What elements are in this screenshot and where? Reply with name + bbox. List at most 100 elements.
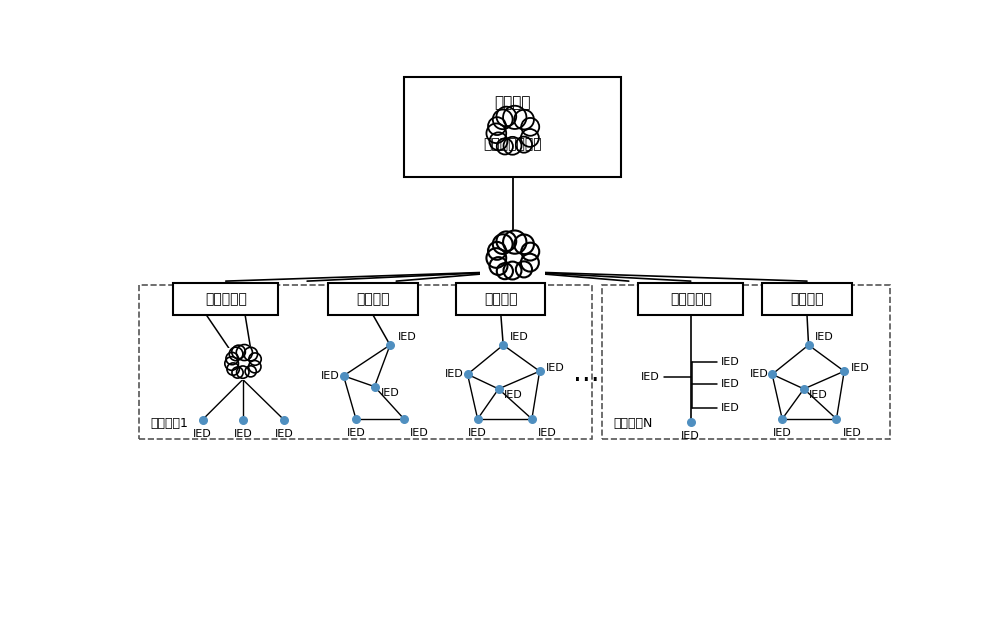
Circle shape [521, 243, 539, 260]
Circle shape [493, 234, 513, 254]
Circle shape [497, 263, 513, 279]
Text: IED: IED [468, 428, 487, 438]
Text: IED: IED [850, 363, 869, 373]
Text: IED: IED [750, 369, 768, 379]
FancyBboxPatch shape [173, 283, 278, 315]
Text: IED: IED [721, 403, 740, 413]
Point [524, 414, 540, 424]
Text: 调度区域N: 调度区域N [613, 417, 653, 430]
Circle shape [503, 231, 526, 254]
Point [495, 340, 511, 350]
Circle shape [488, 242, 506, 260]
Text: 主边缘节点: 主边缘节点 [205, 292, 247, 306]
Circle shape [237, 366, 249, 378]
Point [801, 340, 817, 350]
FancyBboxPatch shape [638, 283, 743, 315]
Point [396, 414, 412, 424]
Circle shape [516, 262, 532, 277]
FancyBboxPatch shape [762, 283, 852, 315]
Text: IED: IED [809, 391, 828, 401]
Circle shape [514, 234, 534, 254]
Circle shape [521, 129, 539, 147]
Circle shape [521, 118, 539, 136]
Circle shape [244, 347, 258, 361]
Text: IED: IED [815, 332, 834, 342]
Point [796, 384, 812, 394]
Text: IED: IED [721, 357, 740, 367]
Text: IED: IED [773, 428, 792, 438]
Circle shape [521, 254, 539, 272]
Circle shape [236, 345, 252, 361]
Text: ···: ··· [573, 367, 599, 395]
Text: IED: IED [274, 429, 293, 439]
Text: IED: IED [398, 332, 417, 342]
Text: IED: IED [681, 431, 700, 441]
Circle shape [249, 361, 261, 373]
Text: IED: IED [538, 428, 557, 438]
Circle shape [225, 357, 238, 370]
Text: IED: IED [381, 388, 400, 398]
Circle shape [503, 106, 526, 129]
Point [235, 415, 251, 425]
Circle shape [229, 347, 243, 361]
FancyBboxPatch shape [404, 77, 621, 177]
Point [348, 414, 364, 424]
Point [491, 384, 507, 394]
FancyBboxPatch shape [456, 283, 545, 315]
Text: 调度区域1: 调度区域1 [151, 417, 188, 430]
Bar [220, 348, 265, 381]
Circle shape [489, 257, 507, 275]
Circle shape [486, 248, 506, 268]
Text: IED: IED [546, 363, 565, 373]
Text: 边缘节点: 边缘节点 [484, 292, 518, 306]
Text: IED: IED [504, 391, 523, 401]
Circle shape [486, 123, 506, 143]
Circle shape [516, 136, 532, 153]
Point [774, 414, 790, 424]
Circle shape [514, 110, 534, 130]
Circle shape [488, 117, 506, 135]
Bar [480, 235, 545, 283]
Point [276, 415, 292, 425]
Circle shape [496, 107, 516, 126]
Circle shape [232, 345, 245, 359]
Point [470, 414, 486, 424]
Point [683, 417, 699, 427]
Point [367, 382, 383, 392]
Circle shape [489, 132, 507, 150]
Text: IED: IED [193, 429, 212, 439]
Point [194, 415, 211, 425]
Point [382, 340, 398, 350]
Bar [480, 111, 545, 158]
Point [836, 366, 852, 376]
Circle shape [245, 366, 256, 377]
Circle shape [504, 137, 521, 155]
Point [764, 369, 780, 379]
Circle shape [496, 231, 516, 251]
Text: 边缘节点: 边缘节点 [356, 292, 390, 306]
FancyBboxPatch shape [328, 283, 418, 315]
Text: IED: IED [721, 379, 740, 389]
Circle shape [249, 353, 261, 365]
Circle shape [504, 262, 521, 280]
Text: 调度云数据平台: 调度云数据平台 [483, 137, 542, 151]
Circle shape [226, 353, 238, 364]
Circle shape [497, 138, 513, 155]
Text: IED: IED [843, 428, 861, 438]
Point [460, 369, 476, 379]
Point [828, 414, 844, 424]
Text: IED: IED [641, 373, 660, 383]
Text: 调度主站: 调度主站 [494, 95, 531, 110]
Text: IED: IED [445, 369, 464, 379]
Point [336, 371, 352, 381]
Text: IED: IED [321, 371, 340, 381]
Text: 主边缘节点: 主边缘节点 [670, 292, 712, 306]
Text: 边缘节点: 边缘节点 [790, 292, 824, 306]
Circle shape [493, 110, 513, 129]
Text: IED: IED [509, 332, 528, 342]
Point [532, 366, 548, 376]
Text: IED: IED [347, 428, 365, 438]
Circle shape [227, 363, 239, 375]
Circle shape [232, 367, 243, 378]
Text: IED: IED [233, 429, 252, 439]
